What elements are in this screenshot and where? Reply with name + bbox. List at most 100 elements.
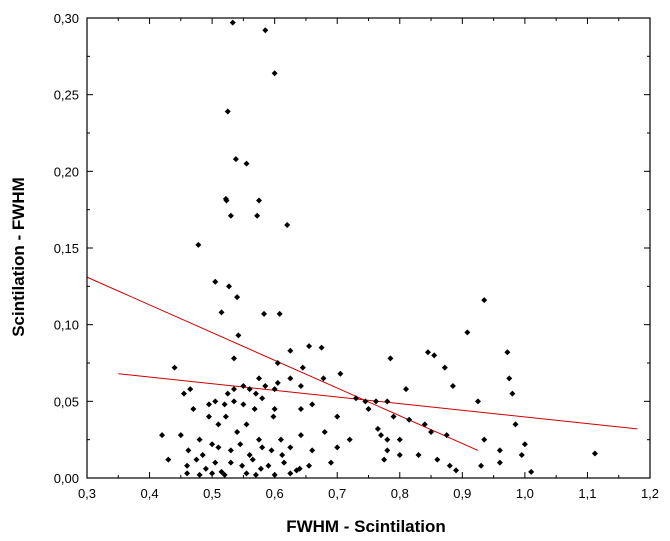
data-point	[221, 401, 228, 408]
data-point	[195, 241, 202, 248]
data-point	[224, 390, 231, 397]
data-point	[320, 375, 327, 382]
data-point	[327, 459, 334, 466]
data-point	[443, 432, 450, 439]
data-point	[521, 441, 528, 448]
data-point	[243, 421, 250, 428]
data-point	[232, 156, 239, 163]
data-point	[396, 436, 403, 443]
data-point	[474, 398, 481, 405]
data-point	[246, 386, 253, 393]
x-tick-label: 0,4	[141, 486, 159, 501]
data-point	[287, 375, 294, 382]
data-point	[215, 421, 222, 428]
data-point	[284, 222, 291, 228]
data-point	[271, 406, 278, 412]
data-point	[496, 459, 503, 466]
data-point	[297, 432, 304, 439]
data-point	[390, 413, 397, 420]
data-point	[384, 398, 391, 405]
data-point	[227, 459, 234, 466]
data-point	[387, 355, 394, 362]
x-tick-label: 1,0	[516, 486, 534, 501]
data-point	[321, 429, 328, 435]
data-point	[222, 413, 229, 420]
y-tick-label: 0,25	[54, 88, 79, 103]
data-point	[271, 386, 278, 393]
data-point	[193, 456, 200, 463]
data-point	[309, 401, 316, 408]
data-point	[196, 471, 203, 478]
data-point	[231, 355, 238, 362]
data-point	[365, 406, 372, 412]
data-point	[256, 197, 263, 204]
y-tick-label: 0,30	[54, 11, 79, 26]
data-point	[274, 360, 281, 366]
data-point	[374, 425, 381, 432]
data-point	[446, 462, 453, 469]
data-point	[306, 462, 313, 469]
data-point	[496, 447, 503, 454]
plot-area	[86, 19, 638, 478]
data-point	[237, 441, 244, 448]
data-point	[453, 467, 460, 474]
data-point	[337, 370, 344, 377]
data-point	[187, 386, 194, 393]
data-point	[268, 447, 275, 454]
regression-line	[86, 276, 479, 451]
data-point	[299, 364, 306, 371]
data-point	[259, 444, 266, 451]
data-point	[528, 468, 535, 475]
data-point	[384, 436, 391, 443]
data-point	[261, 310, 268, 317]
data-point	[184, 470, 191, 477]
data-point	[180, 390, 187, 397]
data-point	[441, 364, 448, 371]
data-point	[434, 456, 441, 463]
data-point	[297, 406, 304, 412]
data-point	[212, 459, 219, 466]
data-point	[262, 383, 269, 389]
data-point	[428, 429, 435, 435]
data-point	[504, 349, 511, 356]
data-point	[481, 436, 488, 443]
data-point	[165, 456, 172, 463]
data-point	[396, 452, 403, 458]
data-point	[424, 349, 431, 356]
data-point	[240, 401, 247, 408]
data-point	[257, 465, 264, 472]
data-point	[177, 432, 184, 439]
data-point	[205, 413, 212, 420]
data-point	[215, 444, 222, 451]
y-tick-label: 0,00	[54, 471, 79, 486]
data-point	[256, 375, 263, 382]
data-point	[481, 297, 488, 304]
data-point	[205, 401, 212, 408]
data-point	[277, 436, 284, 443]
data-point	[243, 160, 250, 167]
data-point	[270, 413, 277, 420]
data-point	[234, 429, 241, 435]
data-point	[431, 352, 438, 359]
data-point	[352, 395, 359, 402]
x-axis-title: FWHM - Scintilation	[286, 517, 446, 536]
data-point	[478, 462, 485, 469]
data-point	[306, 343, 313, 350]
data-point	[259, 395, 266, 402]
data-point	[227, 447, 234, 454]
y-tick-label: 0,05	[54, 394, 79, 409]
data-point	[297, 383, 304, 389]
data-point	[287, 470, 294, 477]
data-point	[202, 465, 209, 472]
y-tick-label: 0,20	[54, 164, 79, 179]
data-point	[509, 390, 516, 397]
y-axis-title: Scintilation - FWHM	[9, 177, 28, 337]
data-point	[384, 447, 391, 454]
data-point	[265, 462, 272, 469]
axes: 0,3 0,4 0,5 0,6 0,7 0,8 0,9 1,0 1,1 1,2 0,00 0,05 0,…	[54, 11, 659, 501]
data-point	[378, 432, 385, 439]
data-point	[449, 383, 456, 389]
data-point	[421, 421, 428, 428]
data-point	[223, 197, 230, 204]
data-point	[239, 462, 246, 469]
